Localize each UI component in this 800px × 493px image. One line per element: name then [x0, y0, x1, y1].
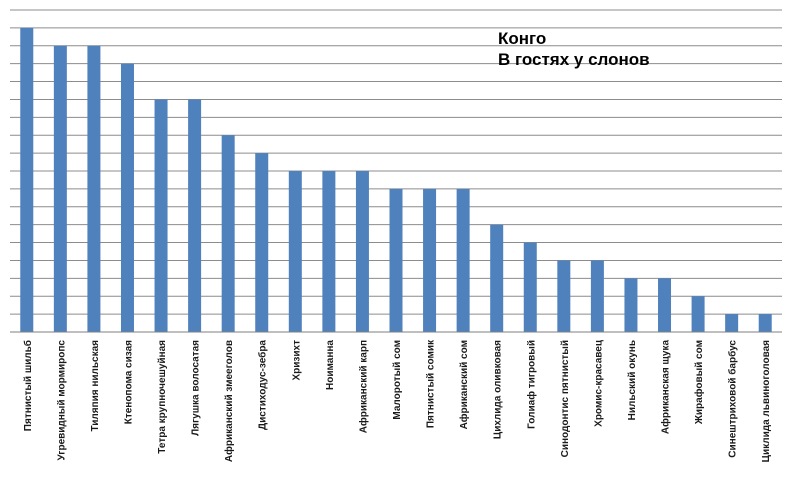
category-label: Африканский карп — [357, 340, 369, 433]
bar-6 — [188, 99, 202, 332]
bar-9 — [288, 171, 302, 332]
bar-21 — [691, 296, 705, 332]
bar-2 — [53, 45, 67, 333]
category-labels: Пятнистый шильб Угревидный мормиропс Тиляп… — [22, 339, 772, 462]
category-label: Цихлида оливковая — [493, 340, 504, 439]
bar-7 — [221, 135, 235, 332]
bar-4 — [120, 63, 134, 333]
bar-17 — [557, 260, 571, 332]
bar-10 — [322, 171, 336, 332]
category-label: Хромис-красавец — [593, 339, 604, 427]
bar-14 — [456, 188, 470, 332]
category-label: Африканский сом — [458, 340, 470, 429]
bar-8 — [255, 153, 269, 332]
bar-3 — [87, 45, 101, 333]
category-label: Нильский окунь — [627, 340, 638, 420]
category-label: Дистиходус-зебра — [257, 340, 269, 430]
category-label: Ноиманна — [325, 340, 336, 390]
category-label: Пятнистый шильб — [22, 340, 34, 431]
category-label: Тиляпия нильская — [90, 340, 101, 432]
category-label: Малоротый сом — [392, 340, 403, 420]
category-label: Ктенопома сизая — [123, 340, 134, 424]
category-label: Африканский змееголов — [223, 340, 235, 462]
category-label: Африканская щука — [660, 340, 672, 435]
category-label: Синодонтис пятнистый — [560, 340, 571, 457]
bar-23 — [758, 314, 772, 332]
bar-12 — [389, 188, 403, 332]
category-label: Хризихт — [291, 340, 302, 381]
bar-5 — [154, 99, 168, 332]
bar-15 — [490, 224, 504, 332]
bar-16 — [523, 242, 537, 332]
chart-title-line-1: Конго — [498, 29, 546, 48]
category-label: Циклида львиноголовая — [761, 340, 772, 463]
bar-13 — [423, 188, 437, 332]
bar-18 — [590, 260, 604, 332]
gridlines — [10, 9, 782, 315]
bars — [20, 27, 772, 333]
category-label: Синештриховой барбус — [727, 340, 739, 458]
category-label: Жирафовый сом — [693, 340, 705, 425]
bar-20 — [658, 278, 672, 332]
bar-1 — [20, 27, 34, 333]
bar-22 — [725, 314, 739, 332]
category-label: Угревидный мормиропс — [56, 340, 67, 461]
bar-19 — [624, 278, 638, 332]
category-label: Лягушка волосатая — [191, 340, 202, 436]
category-label: Тетра крупночешуйная — [157, 340, 168, 454]
bar-11 — [355, 171, 369, 332]
chart-title-line-2: В гостях у слонов — [498, 50, 650, 69]
category-label: Голиаф тигровый — [525, 340, 537, 429]
category-label: Пятнистый сомик — [426, 339, 437, 428]
